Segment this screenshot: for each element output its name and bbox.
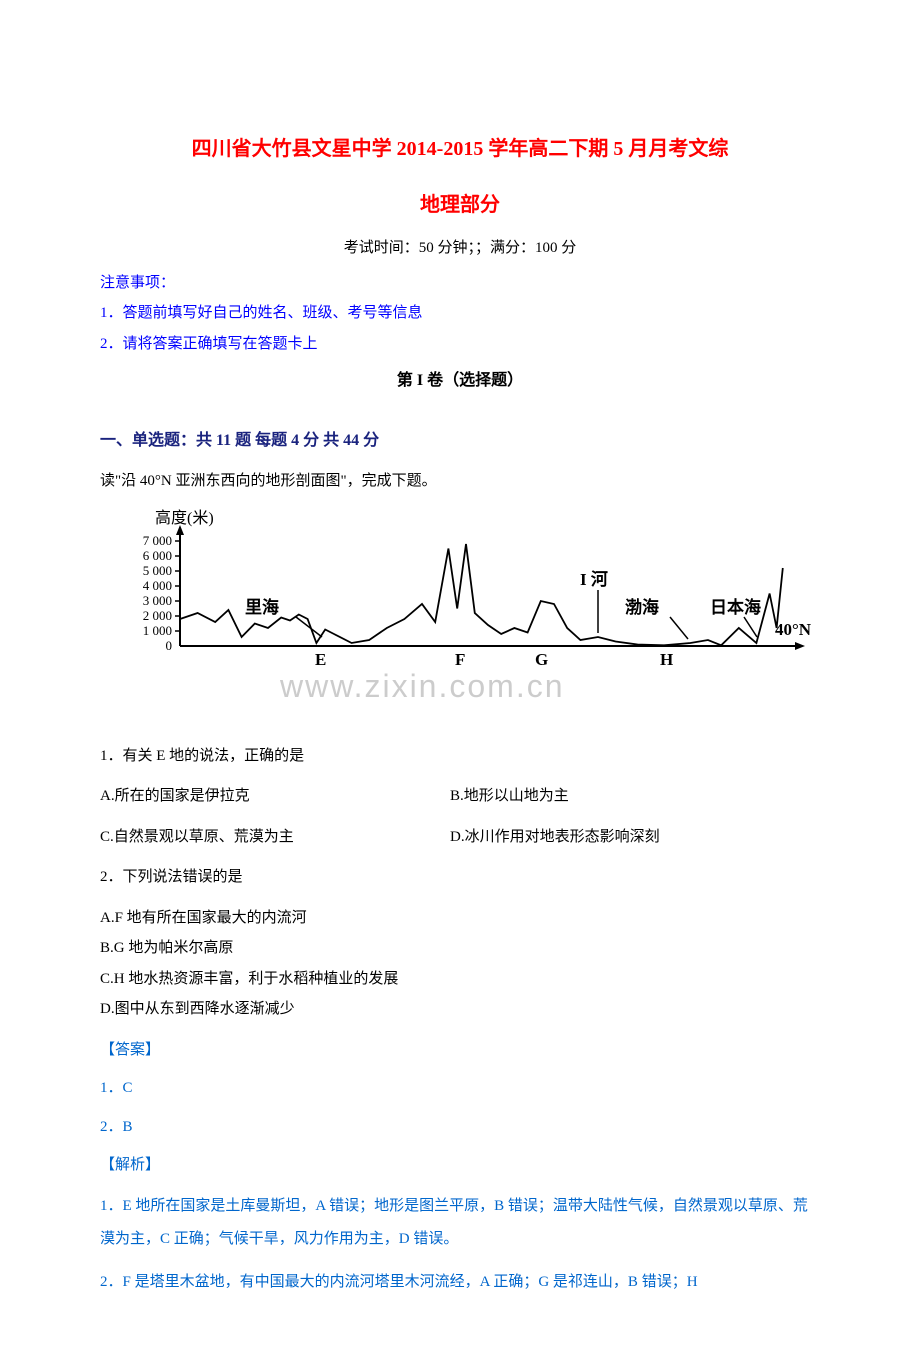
- annotation-i-river: I 河: [580, 570, 608, 589]
- notice-item-2: 2．请将答案正确填写在答题卡上: [100, 330, 820, 359]
- answer-label: 【答案】: [100, 1036, 820, 1065]
- question-2-text: 下列说法错误的是: [123, 869, 243, 885]
- y-tick-4000: 4 000: [143, 578, 172, 593]
- exam-info: 考试时间：50 分钟；；满分：100 分: [100, 234, 820, 263]
- option-1d: D.冰川作用对地表形态影响深刻: [450, 823, 820, 852]
- question-type-header: 一、单选题：共 11 题 每题 4 分 共 44 分: [100, 426, 820, 456]
- main-title: 四川省大竹县文星中学 2014-2015 学年高二下期 5 月月考文综: [100, 130, 820, 168]
- option-2d: D.图中从东到西降水逐渐减少: [100, 995, 820, 1024]
- option-2a: A.F 地有所在国家最大的内流河: [100, 904, 820, 933]
- answer-2: 2．B: [100, 1113, 820, 1142]
- y-tick-0: 0: [166, 638, 173, 653]
- analysis-2: 2．F 是塔里木盆地，有中国最大的内流河塔里木河流经，A 正确；G 是祁连山，B…: [100, 1266, 820, 1299]
- question-1-number: 1．: [100, 748, 123, 764]
- analysis-label: 【解析】: [100, 1151, 820, 1180]
- y-tick-6000: 6 000: [143, 548, 172, 563]
- question-1-options-row-2: C.自然景观以草原、荒漠为主 D.冰川作用对地表形态影响深刻: [100, 823, 820, 852]
- question-1: 1．有关 E 地的说法，正确的是: [100, 742, 820, 771]
- right-label: 40°N: [775, 620, 812, 639]
- y-tick-2000: 2 000: [143, 608, 172, 623]
- question-1-text: 有关 E 地的说法，正确的是: [123, 748, 305, 764]
- option-1b: B.地形以山地为主: [450, 782, 820, 811]
- sub-title: 地理部分: [100, 186, 820, 224]
- watermark: www.zixin.com.cn: [280, 656, 565, 717]
- answer-1: 1．C: [100, 1074, 820, 1103]
- y-tick-3000: 3 000: [143, 593, 172, 608]
- terrain-chart: 高度(米) 7 000 6 000 5 000 4 000 3 000 2 00…: [100, 505, 820, 726]
- y-tick-7000: 7 000: [143, 533, 172, 548]
- section-header: 第 I 卷（选择题）: [100, 366, 820, 396]
- question-instruction: 读"沿 40°N 亚洲东西向的地形剖面图"，完成下题。: [100, 467, 820, 496]
- option-2c: C.H 地水热资源丰富，利于水稻种植业的发展: [100, 965, 820, 994]
- analysis-1: 1．E 地所在国家是土库曼斯坦，A 错误；地形是图兰平原，B 错误；温带大陆性气…: [100, 1190, 820, 1256]
- y-axis-label: 高度(米): [155, 509, 214, 527]
- y-tick-5000: 5 000: [143, 563, 172, 578]
- question-2-number: 2．: [100, 869, 123, 885]
- option-1c: C.自然景观以草原、荒漠为主: [100, 823, 450, 852]
- y-tick-1000: 1 000: [143, 623, 172, 638]
- annotation-caspian: 里海: [245, 597, 279, 617]
- option-1a: A.所在的国家是伊拉克: [100, 782, 450, 811]
- notice-item-1: 1．答题前填写好自己的姓名、班级、考号等信息: [100, 299, 820, 328]
- question-2: 2．下列说法错误的是: [100, 863, 820, 892]
- x-label-h: H: [660, 650, 673, 669]
- question-1-options-row-1: A.所在的国家是伊拉克 B.地形以山地为主: [100, 782, 820, 811]
- annotation-japan-sea: 日本海: [710, 597, 761, 617]
- option-2b: B.G 地为帕米尔高原: [100, 934, 820, 963]
- annotation-bohai: 渤海: [625, 597, 659, 617]
- notice-header: 注意事项：: [100, 269, 820, 298]
